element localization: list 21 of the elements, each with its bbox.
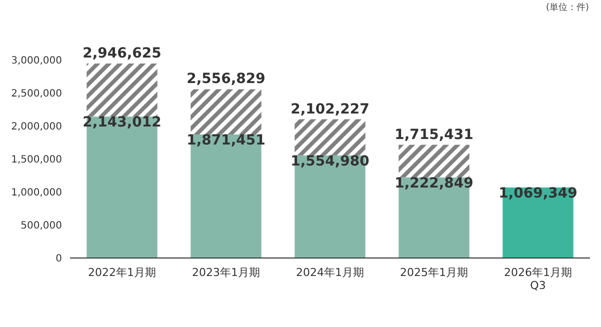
total-label: 2,556,829	[186, 71, 266, 88]
bar	[86, 64, 158, 117]
bar	[190, 89, 262, 134]
bar	[294, 119, 366, 156]
x-tick-label: 2024年1月期	[296, 266, 364, 279]
x-tick-label: 2022年1月期	[88, 266, 156, 279]
total-label: 2,102,227	[290, 101, 370, 118]
y-tick-label: 2,000,000	[11, 122, 62, 132]
y-tick-label: 0	[56, 254, 62, 264]
text: (単位：件)	[546, 2, 589, 13]
x-tick-label: 2025年1月期	[400, 266, 468, 279]
y-tick-label: 2,500,000	[11, 88, 62, 100]
x-tick-label: 2023年1月期	[192, 266, 260, 279]
y-tick-label: 3,000,000	[11, 56, 62, 66]
y-tick-label: 500,000	[20, 220, 62, 232]
y-tick-label: 1,000,000	[11, 188, 62, 198]
bar	[398, 144, 470, 178]
total-label: 2,946,625	[82, 46, 162, 62]
x-tick-label: 2026年1月期 Q3	[504, 266, 572, 292]
total-label: 1,715,431	[394, 126, 474, 143]
y-tick-label: 1,500,000	[11, 154, 62, 166]
